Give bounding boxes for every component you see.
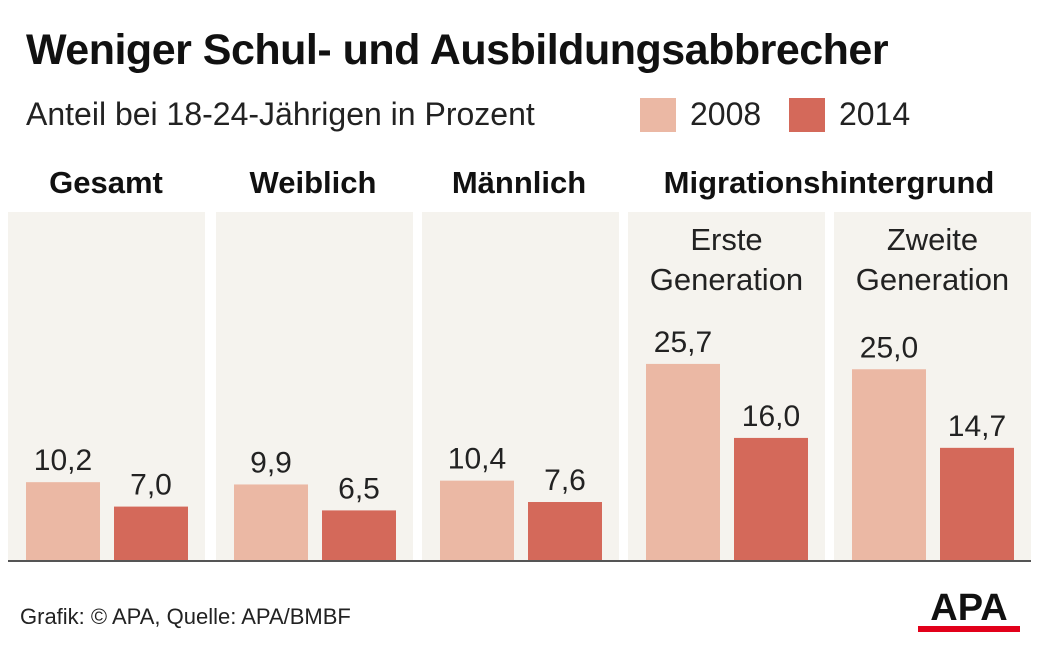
panel-subheader: Zweite <box>887 222 978 257</box>
chart-subtitle: Anteil bei 18-24-Jährigen in Prozent <box>26 96 535 132</box>
data-label-2008: 25,0 <box>860 331 918 364</box>
bar-2014 <box>734 437 808 560</box>
data-label-2008: 25,7 <box>654 326 712 359</box>
bar-2008 <box>440 480 514 560</box>
legend-label-2008: 2008 <box>690 96 762 132</box>
legend-swatch-2014 <box>789 97 825 132</box>
group-header: Weiblich <box>250 165 377 200</box>
data-label-2008: 10,4 <box>448 443 506 476</box>
data-label-2014: 7,0 <box>130 469 172 502</box>
legend-item-2014: 2014 <box>789 96 910 133</box>
data-label-2014: 6,5 <box>338 472 380 505</box>
source-credit: Grafik: © APA, Quelle: APA/BMBF <box>20 604 351 629</box>
bar-2008 <box>234 484 308 560</box>
panel-subheader: Erste <box>690 222 762 257</box>
apa-logo-text: APA <box>930 587 1007 629</box>
legend-swatch-2008 <box>640 97 676 132</box>
panel-subheader: Generation <box>856 262 1009 297</box>
data-label-2014: 16,0 <box>742 400 800 433</box>
legend-item-2008: 2008 <box>640 96 761 133</box>
bar-2014 <box>322 510 396 560</box>
group-header: Männlich <box>452 165 586 200</box>
panel-subheader: Generation <box>650 262 803 297</box>
data-label-2008: 10,2 <box>34 444 92 477</box>
bar-2014 <box>940 447 1014 560</box>
apa-logo: APA <box>918 587 1020 632</box>
baseline <box>8 560 1031 562</box>
group-header: Gesamt <box>49 165 163 200</box>
bar-2014 <box>528 502 602 560</box>
data-label-2014: 14,7 <box>948 410 1006 443</box>
chart-title: Weniger Schul- und Ausbildungsabbrecher <box>26 26 889 74</box>
legend-label-2014: 2014 <box>839 96 911 132</box>
bar-2008 <box>852 369 926 560</box>
group-header: Migrationshintergrund <box>664 165 995 200</box>
data-label-2008: 9,9 <box>250 446 292 479</box>
bar-2014 <box>114 506 188 560</box>
data-label-2014: 7,6 <box>544 464 586 497</box>
bar-2008 <box>646 363 720 560</box>
apa-logo-stripe <box>918 626 1020 632</box>
bar-2008 <box>26 482 100 560</box>
